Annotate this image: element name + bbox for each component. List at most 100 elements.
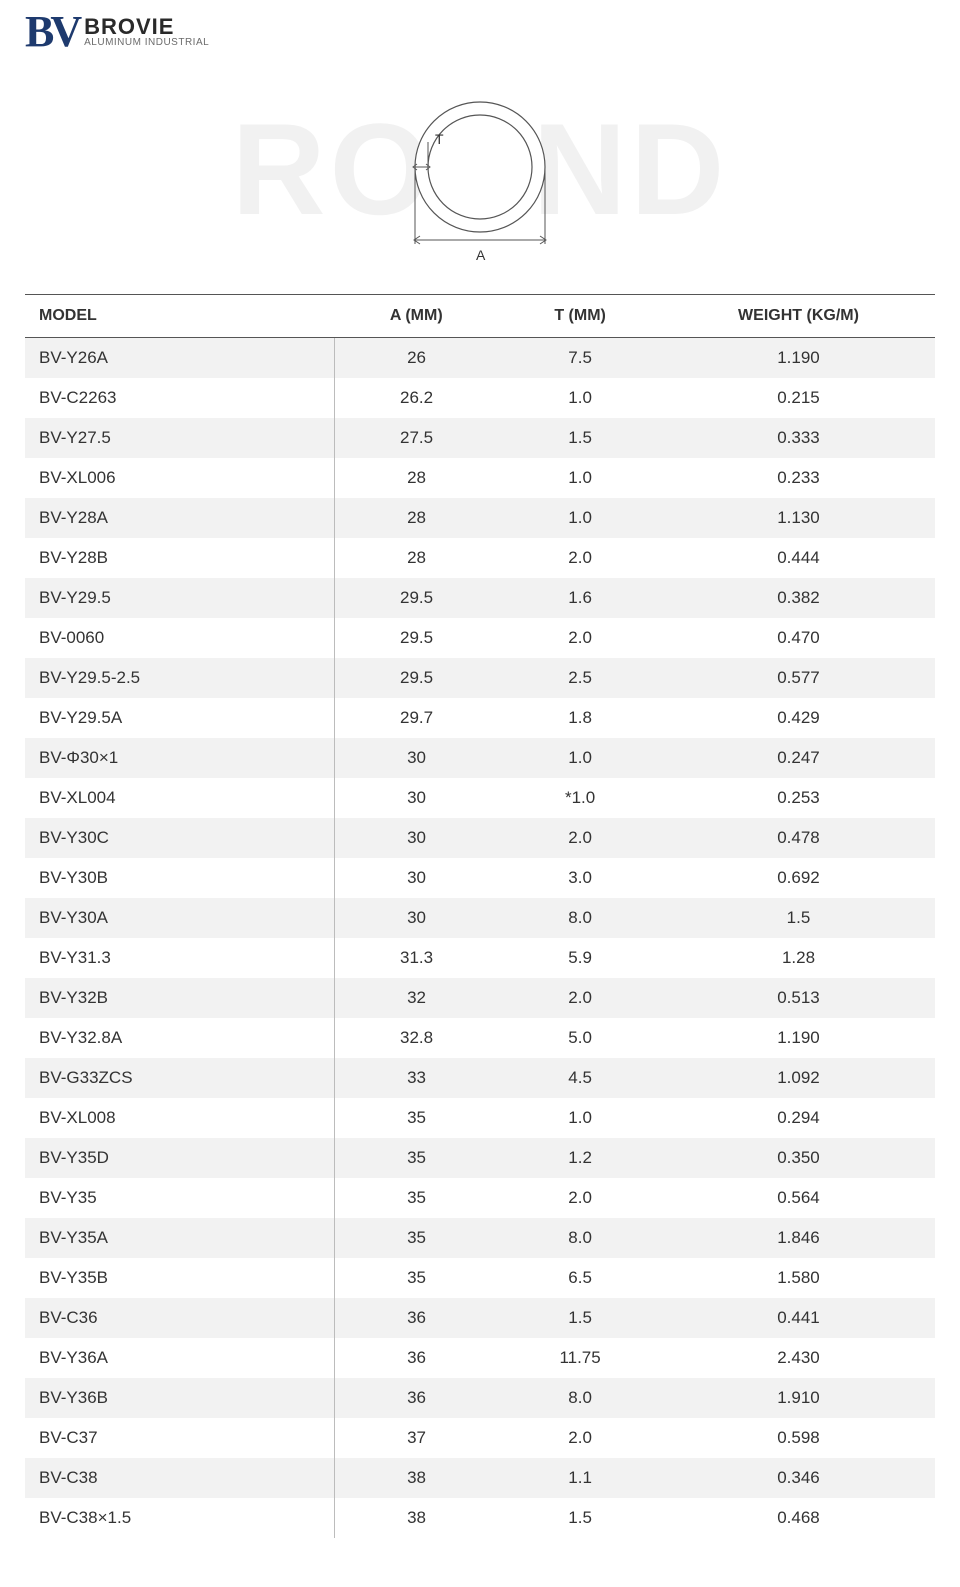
table-row: BV-Y28A281.01.130 (25, 498, 935, 538)
cell-t: 1.5 (498, 1298, 662, 1338)
cell-a: 32.8 (334, 1018, 498, 1058)
table-row: BV-C36361.50.441 (25, 1298, 935, 1338)
cell-model: BV-Y28A (25, 498, 334, 538)
cell-t: 4.5 (498, 1058, 662, 1098)
cell-a: 36 (334, 1378, 498, 1418)
cell-model: BV-Y30A (25, 898, 334, 938)
cell-t: *1.0 (498, 778, 662, 818)
cell-weight: 0.333 (662, 418, 935, 458)
cell-weight: 1.5 (662, 898, 935, 938)
cell-model: BV-Y35B (25, 1258, 334, 1298)
cell-t: 1.1 (498, 1458, 662, 1498)
cell-weight: 1.846 (662, 1218, 935, 1258)
cell-a: 35 (334, 1178, 498, 1218)
cell-a: 27.5 (334, 418, 498, 458)
cell-t: 1.0 (498, 458, 662, 498)
table-row: BV-Φ30×1301.00.247 (25, 738, 935, 778)
table-header-row: MODEL A (MM) T (MM) WEIGHT (KG/M) (25, 295, 935, 338)
col-header-weight: WEIGHT (KG/M) (662, 295, 935, 338)
cell-a: 38 (334, 1498, 498, 1538)
cell-weight: 0.564 (662, 1178, 935, 1218)
cell-weight: 0.513 (662, 978, 935, 1018)
cell-model: BV-Y28B (25, 538, 334, 578)
cell-a: 30 (334, 738, 498, 778)
cell-weight: 1.190 (662, 1018, 935, 1058)
cell-t: 2.0 (498, 1418, 662, 1458)
cell-model: BV-Y31.3 (25, 938, 334, 978)
cell-weight: 0.577 (662, 658, 935, 698)
cell-a: 29.5 (334, 658, 498, 698)
cell-a: 32 (334, 978, 498, 1018)
table-row: BV-C37372.00.598 (25, 1418, 935, 1458)
cell-model: BV-C38×1.5 (25, 1498, 334, 1538)
cell-weight: 0.478 (662, 818, 935, 858)
cell-weight: 0.470 (662, 618, 935, 658)
cell-a: 38 (334, 1458, 498, 1498)
cell-t: 2.0 (498, 1178, 662, 1218)
cell-model: BV-Y30C (25, 818, 334, 858)
cell-model: BV-Y32B (25, 978, 334, 1018)
table-row: BV-006029.52.00.470 (25, 618, 935, 658)
table-row: BV-Y36B368.01.910 (25, 1378, 935, 1418)
table-row: BV-C226326.21.00.215 (25, 378, 935, 418)
cell-a: 36 (334, 1338, 498, 1378)
cell-a: 30 (334, 858, 498, 898)
cell-weight: 0.692 (662, 858, 935, 898)
cell-weight: 0.247 (662, 738, 935, 778)
cell-weight: 1.910 (662, 1378, 935, 1418)
cell-a: 35 (334, 1258, 498, 1298)
table-row: BV-XL006281.00.233 (25, 458, 935, 498)
diagram-label-t: T (435, 131, 444, 147)
cell-t: 1.0 (498, 498, 662, 538)
cell-model: BV-Φ30×1 (25, 738, 334, 778)
table-row: BV-Y31.331.35.91.28 (25, 938, 935, 978)
cell-a: 30 (334, 898, 498, 938)
table-row: BV-XL00430*1.00.253 (25, 778, 935, 818)
cell-model: BV-C37 (25, 1418, 334, 1458)
cell-weight: 1.580 (662, 1258, 935, 1298)
cell-t: 1.0 (498, 738, 662, 778)
cell-model: BV-Y29.5 (25, 578, 334, 618)
cell-t: 2.0 (498, 618, 662, 658)
cell-t: 1.0 (498, 1098, 662, 1138)
cell-a: 26 (334, 338, 498, 379)
table-row: BV-Y35D351.20.350 (25, 1138, 935, 1178)
cell-model: BV-Y29.5-2.5 (25, 658, 334, 698)
table-row: BV-Y32.8A32.85.01.190 (25, 1018, 935, 1058)
table-row: BV-Y28B282.00.444 (25, 538, 935, 578)
logo-main-text: BROVIE (84, 16, 209, 38)
cell-t: 3.0 (498, 858, 662, 898)
cell-a: 28 (334, 538, 498, 578)
cell-model: BV-Y27.5 (25, 418, 334, 458)
cell-t: 8.0 (498, 1218, 662, 1258)
table-row: BV-Y27.527.51.50.333 (25, 418, 935, 458)
cell-model: BV-Y26A (25, 338, 334, 379)
cell-weight: 1.092 (662, 1058, 935, 1098)
cell-a: 29.5 (334, 618, 498, 658)
cell-t: 1.0 (498, 378, 662, 418)
cell-weight: 0.253 (662, 778, 935, 818)
table-row: BV-C38381.10.346 (25, 1458, 935, 1498)
cell-weight: 2.430 (662, 1338, 935, 1378)
table-row: BV-Y32B322.00.513 (25, 978, 935, 1018)
col-header-a: A (MM) (334, 295, 498, 338)
cell-a: 29.7 (334, 698, 498, 738)
table-row: BV-G33ZCS334.51.092 (25, 1058, 935, 1098)
table-row: BV-Y35352.00.564 (25, 1178, 935, 1218)
table-row: BV-Y35A358.01.846 (25, 1218, 935, 1258)
logo-sub-text: ALUMINUM INDUSTRIAL (84, 38, 209, 48)
cell-model: BV-Y35 (25, 1178, 334, 1218)
cell-weight: 0.233 (662, 458, 935, 498)
col-header-t: T (MM) (498, 295, 662, 338)
cell-model: BV-G33ZCS (25, 1058, 334, 1098)
cell-a: 36 (334, 1298, 498, 1338)
cell-a: 30 (334, 778, 498, 818)
cell-weight: 0.215 (662, 378, 935, 418)
cell-t: 2.0 (498, 538, 662, 578)
cell-model: BV-Y36B (25, 1378, 334, 1418)
table-row: BV-Y29.5A29.71.80.429 (25, 698, 935, 738)
cell-weight: 0.350 (662, 1138, 935, 1178)
cell-t: 6.5 (498, 1258, 662, 1298)
cell-model: BV-Y32.8A (25, 1018, 334, 1058)
cell-a: 30 (334, 818, 498, 858)
